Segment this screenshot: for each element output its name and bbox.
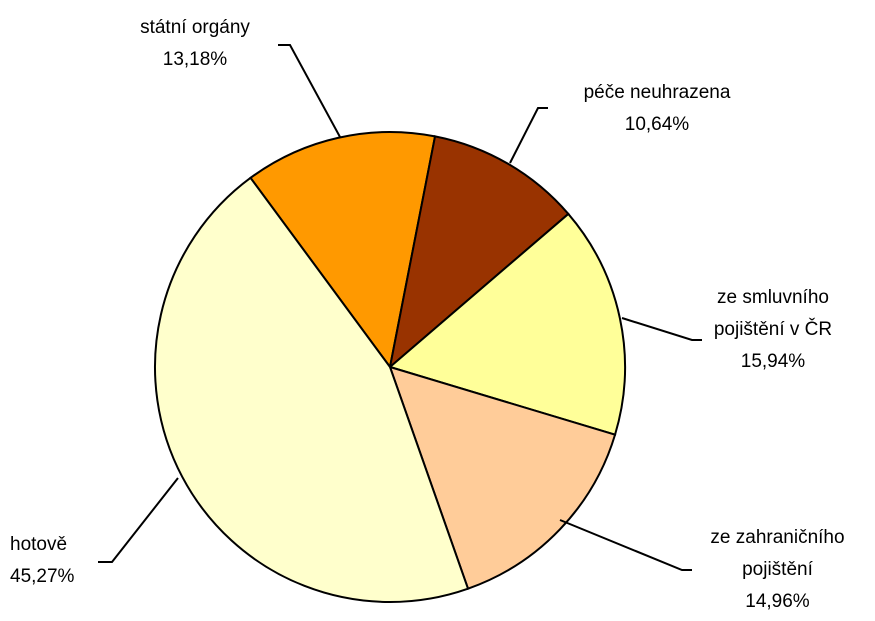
slice-label: státní orgány 13,18% xyxy=(120,12,270,76)
pie-slice xyxy=(387,212,626,436)
category-label: státní orgány xyxy=(140,17,250,38)
category-label: ze zahraničního pojištění xyxy=(710,527,845,580)
slice-label: ze smluvního pojištění v ČR 15,94% xyxy=(698,282,848,378)
pie-slice xyxy=(249,131,437,370)
slice-label: péče neuhrazena 10,64% xyxy=(572,77,742,141)
value-label: 13,18% xyxy=(162,49,228,70)
slice-label: hotově 45,27% xyxy=(10,529,100,593)
leader-line xyxy=(98,477,179,563)
pie-slice xyxy=(388,365,617,590)
category-label: péče neuhrazena xyxy=(583,82,731,103)
category-label: ze smluvního pojištění v ČR xyxy=(713,287,833,340)
leader-line xyxy=(559,519,692,571)
value-label: 14,96% xyxy=(745,591,810,612)
value-label: 15,94% xyxy=(740,351,806,372)
category-label: hotově xyxy=(10,534,68,555)
pie-slice xyxy=(388,135,570,370)
leader-line xyxy=(278,44,341,138)
leader-line xyxy=(509,107,548,164)
leader-line xyxy=(621,317,702,341)
slice-label: ze zahraničního pojištění 14,96% xyxy=(690,522,865,618)
value-label: 45,27% xyxy=(10,566,75,587)
value-label: 10,64% xyxy=(624,114,690,135)
pie-slice xyxy=(154,176,470,603)
